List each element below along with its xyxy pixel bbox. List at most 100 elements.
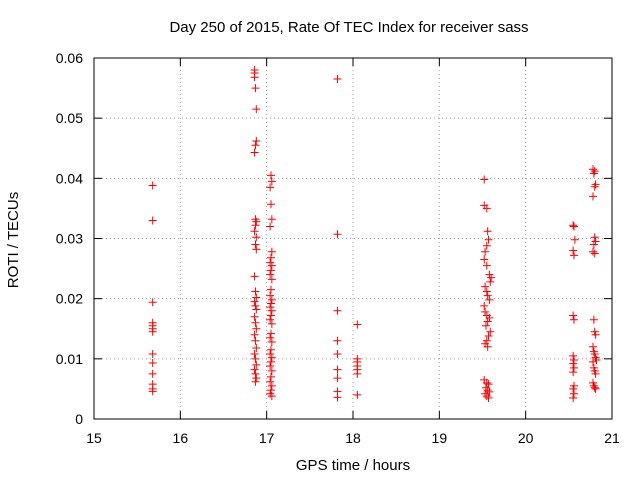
data-point xyxy=(250,297,259,306)
data-point xyxy=(250,365,259,374)
data-point xyxy=(148,350,157,359)
data-point xyxy=(569,384,578,393)
data-point xyxy=(267,215,276,224)
x-tick-label: 21 xyxy=(604,430,620,446)
data-point xyxy=(266,329,275,338)
data-point xyxy=(250,227,259,236)
data-point xyxy=(569,221,578,230)
data-point xyxy=(482,392,491,401)
data-point xyxy=(250,148,259,157)
data-point xyxy=(148,359,157,368)
data-point xyxy=(480,175,489,184)
data-point xyxy=(591,330,600,339)
data-point xyxy=(589,315,598,324)
data-point xyxy=(590,383,599,392)
data-point xyxy=(266,285,275,294)
data-point xyxy=(333,350,342,359)
data-point xyxy=(148,369,157,378)
data-point xyxy=(590,233,599,242)
data-point xyxy=(570,356,579,365)
data-point xyxy=(266,345,275,354)
data-point xyxy=(148,387,157,396)
y-tick-label: 0.03 xyxy=(56,231,83,247)
data-point xyxy=(251,369,260,378)
data-point xyxy=(570,222,579,231)
data-point xyxy=(267,247,276,256)
data-point xyxy=(267,392,276,401)
x-tick-label: 17 xyxy=(259,430,275,446)
data-point xyxy=(266,253,275,262)
data-point xyxy=(589,240,598,249)
y-tick-label: 0.06 xyxy=(56,50,83,66)
data-point xyxy=(250,312,259,321)
data-point xyxy=(481,247,490,256)
x-tick-label: 20 xyxy=(518,430,534,446)
data-point xyxy=(591,384,600,393)
data-point xyxy=(570,315,579,324)
data-point xyxy=(266,377,275,386)
data-point xyxy=(589,192,598,201)
data-point xyxy=(250,350,259,359)
data-point xyxy=(485,295,494,304)
data-point xyxy=(266,315,275,324)
data-point xyxy=(333,336,342,345)
data-point xyxy=(569,351,578,360)
data-point xyxy=(251,354,260,363)
data-point xyxy=(482,287,491,296)
data-point xyxy=(266,299,275,308)
data-point xyxy=(481,282,490,291)
x-tick-label: 16 xyxy=(173,430,189,446)
data-point xyxy=(333,393,342,402)
data-point xyxy=(589,247,598,256)
data-point xyxy=(252,374,261,383)
data-point xyxy=(484,331,493,340)
data-point xyxy=(483,342,492,351)
data-point xyxy=(266,270,275,279)
axis-ticks: 15 16 17 18 19 20 21 0 0.01 0.02 0.03 0.04 0.05 0.06 xyxy=(56,50,620,446)
data-point xyxy=(353,390,362,399)
data-point xyxy=(266,183,275,192)
data-point xyxy=(481,307,490,316)
data-point xyxy=(487,273,496,282)
data-point xyxy=(266,303,275,312)
data-point xyxy=(266,291,275,300)
data-point xyxy=(148,327,157,336)
data-point xyxy=(250,272,259,281)
data-point xyxy=(570,389,579,398)
data-point xyxy=(252,344,261,353)
data-point xyxy=(252,293,261,302)
data-point xyxy=(333,306,342,315)
data-point xyxy=(592,356,601,365)
data-point xyxy=(353,320,362,329)
data-point xyxy=(267,366,276,375)
x-axis-title: GPS time / hours xyxy=(296,457,410,474)
data-point xyxy=(250,73,259,82)
data-point xyxy=(482,204,491,213)
data-point xyxy=(483,227,492,236)
data-point xyxy=(483,291,492,300)
data-point xyxy=(148,298,157,307)
data-point xyxy=(569,359,578,368)
data-point xyxy=(486,327,495,336)
data-point xyxy=(251,336,260,345)
data-point xyxy=(589,342,598,351)
y-tick-label: 0.02 xyxy=(56,291,83,307)
x-tick-label: 19 xyxy=(432,430,448,446)
data-point xyxy=(266,372,275,381)
data-point xyxy=(267,261,276,270)
data-point xyxy=(266,266,275,275)
data-point xyxy=(333,374,342,383)
data-points xyxy=(148,66,601,402)
data-point xyxy=(252,360,261,369)
data-point xyxy=(252,137,261,146)
data-point xyxy=(251,318,260,327)
data-point xyxy=(480,255,489,264)
data-point xyxy=(480,301,489,310)
data-point xyxy=(486,277,495,286)
data-point xyxy=(570,363,579,372)
data-point xyxy=(266,350,275,359)
data-point xyxy=(252,217,261,226)
data-point xyxy=(252,305,261,314)
x-tick-label: 18 xyxy=(345,430,361,446)
